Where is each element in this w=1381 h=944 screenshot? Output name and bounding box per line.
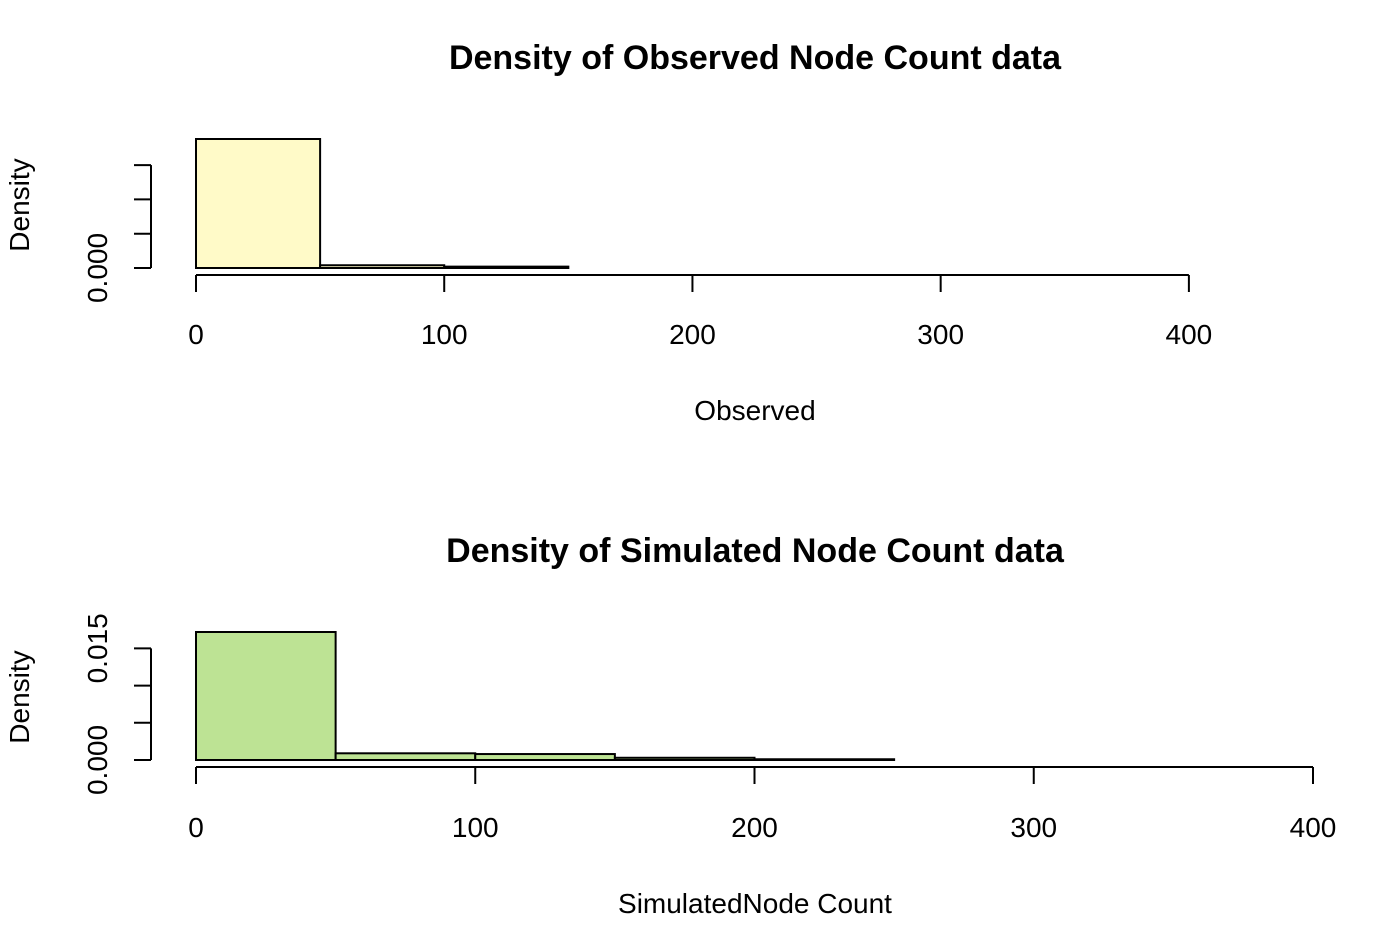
observed-y-tick-label: 0.000 — [82, 233, 113, 303]
observed-x-tick-label: 300 — [917, 319, 964, 350]
simulated-y-tick-label: 0.015 — [82, 613, 113, 683]
simulated-y-tick-label: 0.000 — [82, 725, 113, 795]
observed-x-tick-label: 100 — [421, 319, 468, 350]
observed-x-axis-label: Observed — [694, 395, 815, 426]
observed-x-axis: 0 100 200 300 400 — [188, 274, 1213, 350]
simulated-x-axis-label: SimulatedNode Count — [618, 888, 892, 919]
simulated-bars — [195, 631, 896, 762]
simulated-histogram-bar — [474, 753, 616, 761]
simulated-histogram-bar — [753, 758, 896, 761]
simulated-histogram-bar — [195, 631, 337, 761]
simulated-x-tick-label: 0 — [188, 812, 204, 843]
simulated-y-axis: 0.000 0.015 — [82, 613, 152, 795]
simulated-y-axis-label: Density — [4, 650, 35, 743]
observed-x-tick-label: 400 — [1166, 319, 1213, 350]
simulated-histogram-panel: Density of Simulated Node Count data Sim… — [4, 532, 1336, 919]
simulated-x-tick-label: 400 — [1290, 812, 1337, 843]
simulated-histogram-bar — [334, 752, 477, 761]
observed-histogram-bar — [319, 264, 446, 269]
observed-histogram-bar — [195, 138, 322, 269]
simulated-histogram-bar — [613, 756, 756, 762]
simulated-chart-title: Density of Simulated Node Count data — [446, 532, 1065, 570]
observed-bars — [195, 138, 570, 269]
observed-x-tick-label: 200 — [669, 319, 716, 350]
observed-y-axis-label: Density — [4, 158, 35, 251]
simulated-x-tick-label: 300 — [1010, 812, 1057, 843]
observed-x-tick-label: 0 — [188, 319, 204, 350]
simulated-x-tick-label: 100 — [452, 812, 499, 843]
observed-y-axis: 0.000 — [82, 164, 152, 303]
observed-histogram-panel: Density of Observed Node Count data Obse… — [4, 39, 1212, 426]
observed-chart-title: Density of Observed Node Count data — [449, 39, 1062, 77]
observed-histogram-bar — [443, 265, 570, 269]
simulated-x-axis: 0 100 200 300 400 — [188, 766, 1337, 843]
simulated-x-tick-label: 200 — [731, 812, 778, 843]
